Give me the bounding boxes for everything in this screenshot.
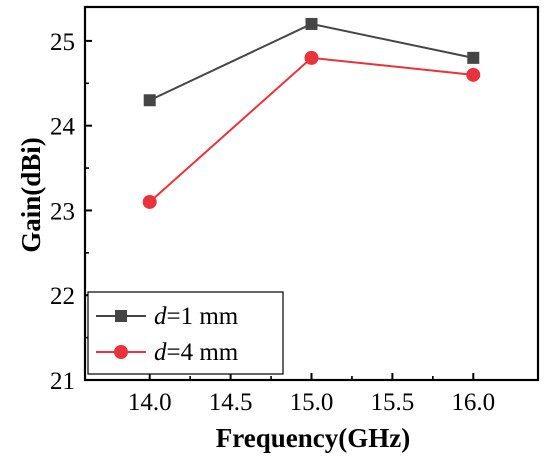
y-tick-label: 23	[50, 198, 75, 225]
legend-marker	[114, 345, 128, 359]
legend-box	[87, 291, 284, 375]
legend-item-1: d=1 mm	[96, 303, 239, 330]
y-axis-title: Gain(dBi)	[16, 137, 46, 253]
y-tick-label: 25	[50, 29, 75, 56]
y-tick-label: 24	[50, 114, 76, 141]
y-tick-label: 22	[50, 283, 75, 310]
x-tick-label: 16.0	[451, 389, 495, 416]
legend-label: d=4 mm	[154, 339, 239, 366]
plot-area	[142, 17, 481, 209]
legend-label: d=1 mm	[154, 303, 239, 330]
series-1-point	[305, 17, 318, 30]
x-tick-label: 15.0	[290, 389, 334, 416]
axes: 14.0 14.5 15.0 15.5 16.0 21 22 23 24 25	[50, 5, 540, 416]
series-2-line	[149, 56, 474, 203]
series-1-point	[467, 51, 480, 64]
x-tick-label: 15.5	[371, 389, 415, 416]
y-tick-label: 21	[50, 368, 75, 395]
series-2	[142, 50, 481, 209]
legend-item-2: d=4 mm	[96, 339, 239, 366]
legend: d=1 mm d=4 mm	[87, 291, 284, 375]
x-axis-title: Frequency(GHz)	[216, 423, 410, 453]
legend-marker	[115, 310, 127, 322]
x-tick-label: 14.0	[128, 389, 172, 416]
series-2-point	[466, 67, 481, 82]
x-tick-label: 14.5	[209, 389, 253, 416]
series-1-point	[143, 94, 156, 107]
series-2-point	[304, 50, 319, 65]
series-1	[143, 17, 480, 107]
series-2-point	[142, 194, 157, 209]
